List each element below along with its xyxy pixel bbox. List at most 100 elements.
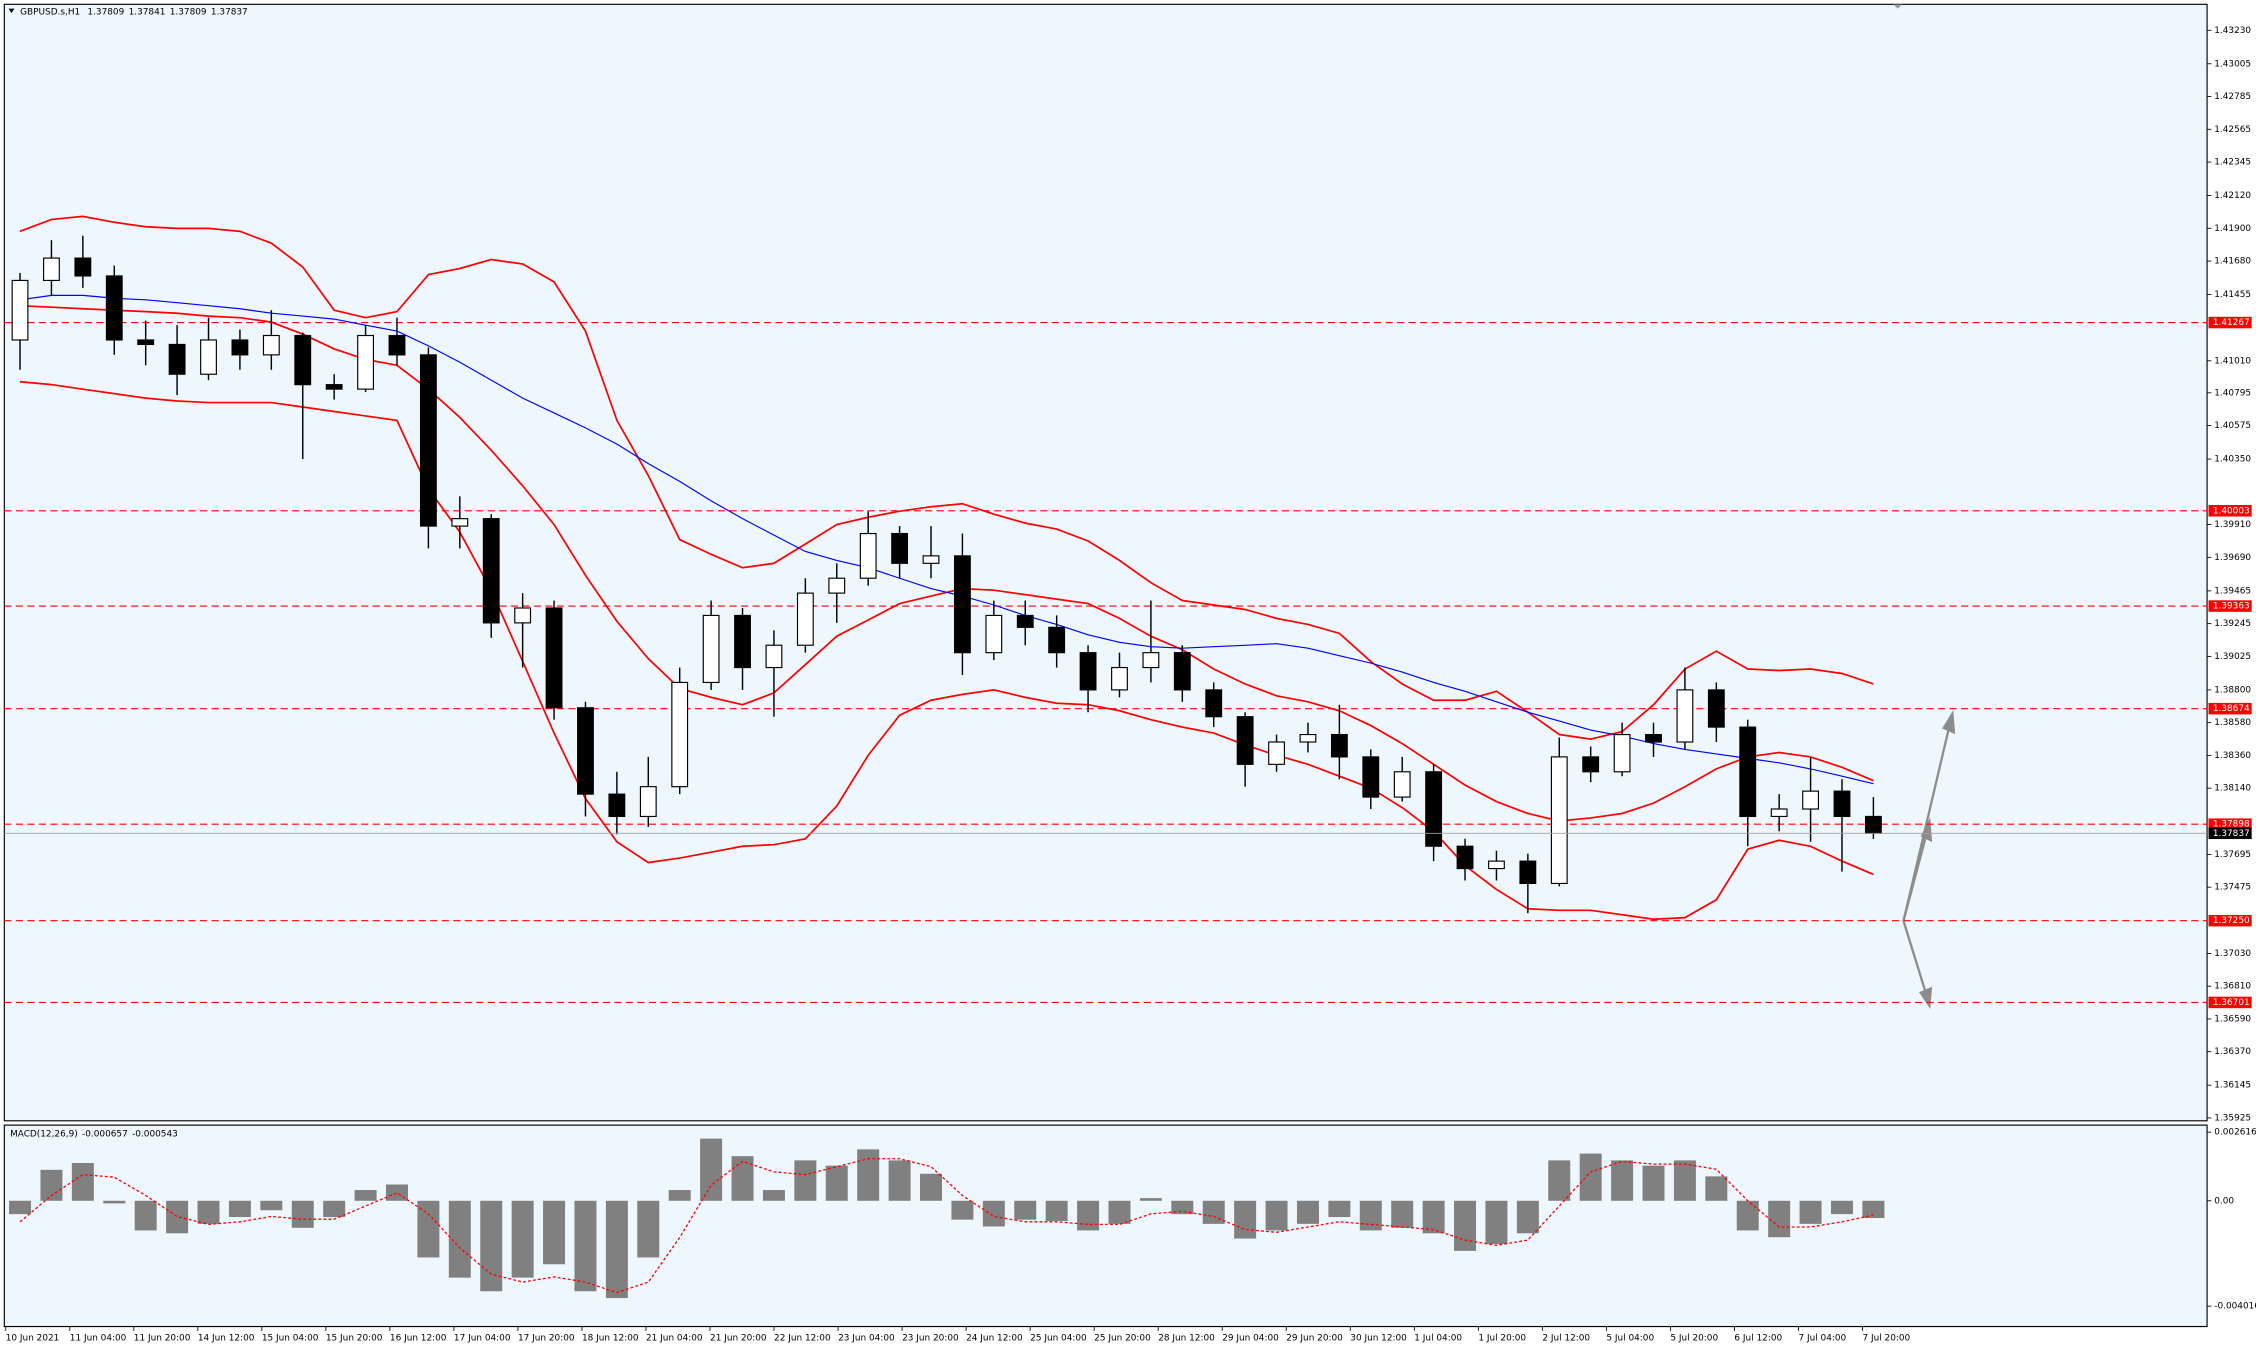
candle-body bbox=[105, 275, 123, 341]
candle-body bbox=[891, 532, 909, 564]
candle-body bbox=[1456, 845, 1474, 870]
candle-body bbox=[137, 339, 155, 346]
macd-bar bbox=[1705, 1176, 1728, 1201]
y-tick-label: -0.004016 bbox=[2214, 1302, 2256, 1312]
y-tick-label: 1.39465 bbox=[2214, 586, 2251, 596]
level-label: 1.39363 bbox=[2213, 602, 2250, 612]
candle-body bbox=[1016, 614, 1034, 628]
x-tick-label: 25 Jun 20:00 bbox=[1094, 1334, 1151, 1344]
candle-body bbox=[262, 334, 280, 356]
macd-bar bbox=[1391, 1200, 1414, 1228]
symbol: GBPUSD.s,H1 bbox=[20, 7, 80, 17]
macd-bar bbox=[1611, 1160, 1634, 1201]
candle-body bbox=[1268, 741, 1285, 765]
macd-bar bbox=[1077, 1200, 1100, 1231]
macd-bar bbox=[888, 1160, 911, 1201]
candle-body bbox=[1173, 652, 1191, 691]
x-tick-label: 10 Jun 2021 bbox=[6, 1334, 60, 1344]
macd-bar bbox=[762, 1190, 785, 1201]
x-tick-label: 29 Jun 20:00 bbox=[1286, 1334, 1343, 1344]
macd-bar bbox=[1014, 1200, 1037, 1220]
bollinger-band bbox=[19, 215, 1874, 740]
candle-body bbox=[357, 334, 375, 390]
last-price-label: 1.37837 bbox=[2213, 829, 2250, 839]
candle-body bbox=[1299, 733, 1317, 743]
collapse-icon[interactable] bbox=[8, 8, 15, 13]
candle-body bbox=[1330, 733, 1348, 758]
x-tick-label: 21 Jun 20:00 bbox=[710, 1334, 767, 1344]
arrow-heads bbox=[1919, 709, 1956, 1010]
level-label-box bbox=[2208, 505, 2252, 517]
macd-bar bbox=[1673, 1160, 1696, 1201]
y-tick-label: 1.39910 bbox=[2214, 520, 2251, 530]
macd-bar bbox=[134, 1200, 157, 1231]
level-label: 1.37898 bbox=[2213, 820, 2250, 830]
level-label: 1.41267 bbox=[2213, 318, 2250, 328]
macd-bar bbox=[1108, 1200, 1131, 1224]
candle-body bbox=[1362, 756, 1380, 798]
candle-body bbox=[859, 532, 877, 579]
macd-bar bbox=[1830, 1200, 1853, 1215]
candles bbox=[11, 235, 1882, 914]
level-label: 1.37250 bbox=[2213, 916, 2250, 926]
y-tick-label: 1.38140 bbox=[2214, 784, 2251, 794]
macd-bar bbox=[1485, 1200, 1508, 1245]
macd-bar bbox=[574, 1200, 597, 1292]
macd-bar bbox=[825, 1165, 848, 1201]
x-tick-label: 17 Jun 20:00 bbox=[518, 1334, 575, 1344]
y-tick-label: 1.39690 bbox=[2214, 553, 2251, 563]
candle-body bbox=[1707, 689, 1725, 728]
candle-body bbox=[765, 644, 783, 669]
macd-bar bbox=[637, 1200, 660, 1258]
candle-body bbox=[734, 614, 751, 669]
macd-title: MACD(12,26,9) bbox=[10, 1129, 78, 1139]
y-tick-label: 1.42120 bbox=[2214, 191, 2251, 201]
y-tick-label: 1.39245 bbox=[2214, 619, 2251, 629]
macd-bar bbox=[1171, 1200, 1194, 1215]
y-tick-label: 1.42565 bbox=[2214, 125, 2251, 135]
candle-body bbox=[985, 614, 1003, 654]
candle-body bbox=[200, 339, 217, 375]
y-tick-label: 1.35925 bbox=[2214, 1113, 2251, 1123]
y-tick-label: 1.40350 bbox=[2214, 455, 2251, 465]
macd-bar bbox=[1139, 1198, 1162, 1201]
macd-bar bbox=[417, 1200, 440, 1258]
x-tick-label: 18 Jun 12:00 bbox=[582, 1334, 639, 1344]
x-tick-label: 6 Jul 12:00 bbox=[1734, 1334, 1782, 1344]
candle-body bbox=[43, 257, 60, 281]
macd-bar bbox=[920, 1173, 943, 1201]
arrow-up-short bbox=[1902, 828, 1930, 922]
candle-body bbox=[1488, 860, 1505, 870]
candle-body bbox=[514, 607, 532, 624]
macd-bar bbox=[1202, 1200, 1225, 1224]
candle-body bbox=[1205, 689, 1223, 718]
y-tick-label: 0.00 bbox=[2214, 1196, 2234, 1206]
candle-body bbox=[1802, 790, 1820, 810]
level-label-box bbox=[2208, 600, 2252, 612]
x-tick-label: 7 Jul 20:00 bbox=[1862, 1334, 1910, 1344]
y-tick-label: 1.37695 bbox=[2214, 850, 2251, 860]
level-label: 1.36701 bbox=[2213, 998, 2250, 1008]
macd-bar bbox=[1642, 1165, 1665, 1201]
candle-body bbox=[11, 279, 29, 341]
header-high: 1.37841 bbox=[129, 7, 166, 17]
macd-bar bbox=[700, 1138, 723, 1201]
y-tick-label: 1.42345 bbox=[2214, 158, 2251, 168]
candle-body bbox=[1739, 726, 1757, 818]
candle-body bbox=[1550, 756, 1568, 885]
candle-body bbox=[388, 334, 406, 356]
macd-bar bbox=[354, 1190, 377, 1201]
macd-bar bbox=[1862, 1200, 1885, 1219]
x-tick-label: 1 Jul 04:00 bbox=[1414, 1334, 1462, 1344]
last-price-box bbox=[2208, 827, 2252, 840]
x-tick-label: 30 Jun 12:00 bbox=[1350, 1334, 1407, 1344]
candle-body bbox=[1613, 733, 1631, 773]
x-tick-label: 5 Jul 20:00 bbox=[1670, 1334, 1718, 1344]
macd-bar bbox=[228, 1200, 251, 1218]
level-label-box bbox=[2208, 914, 2252, 927]
y-tick-label: 1.41900 bbox=[2214, 224, 2251, 234]
moving-average bbox=[19, 294, 1874, 785]
macd-bar bbox=[323, 1200, 346, 1218]
macd-bar bbox=[668, 1190, 691, 1201]
